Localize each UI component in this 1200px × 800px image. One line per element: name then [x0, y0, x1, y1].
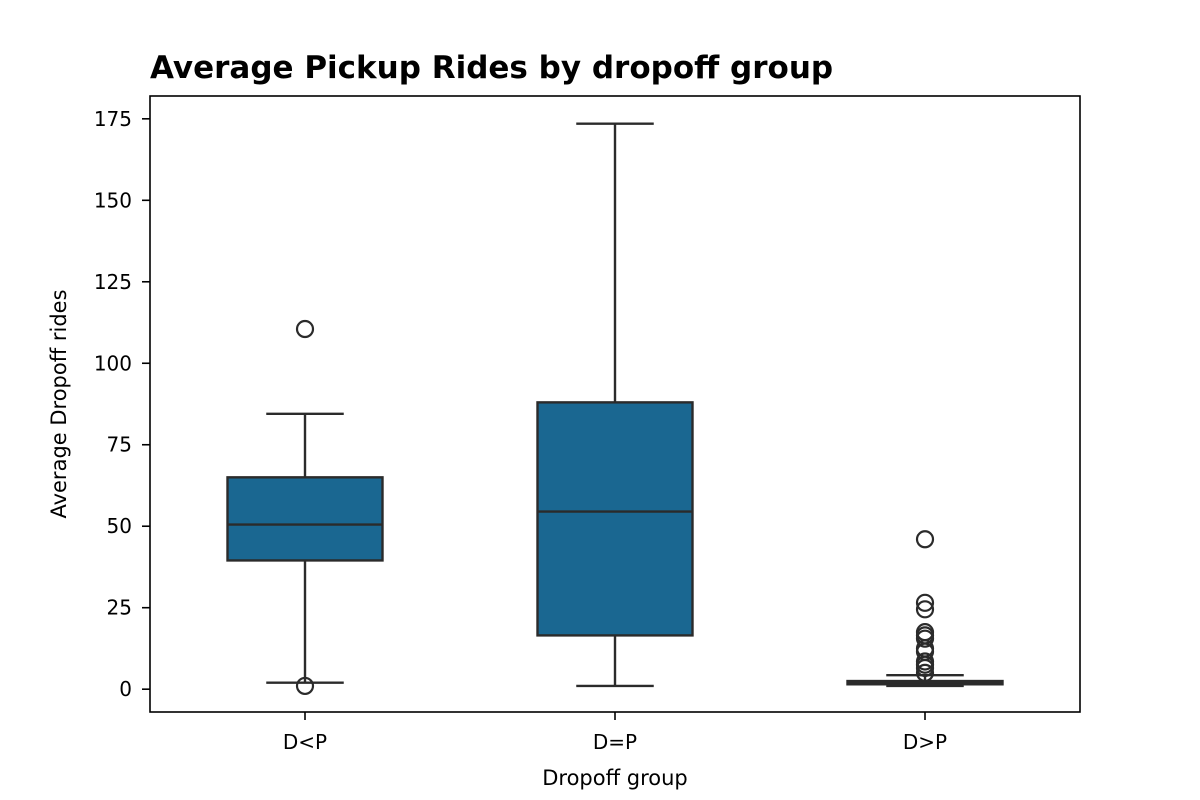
y-tick-label: 50 — [107, 514, 132, 538]
box — [536, 401, 694, 637]
box-group — [846, 530, 1004, 688]
y-axis-label: Average Dropoff rides — [47, 289, 71, 518]
box-group — [536, 122, 694, 688]
outlier-point — [915, 593, 935, 612]
y-tick-label: 175 — [94, 107, 132, 131]
plot-area — [226, 122, 1004, 696]
outlier-point — [915, 663, 935, 682]
x-tick-label: D<P — [283, 730, 327, 754]
y-tick-label: 75 — [107, 433, 132, 457]
outlier-point — [915, 629, 935, 648]
outlier-point — [295, 319, 315, 339]
y-tick-label: 100 — [94, 351, 132, 375]
box-group — [226, 319, 384, 696]
chart-title: Average Pickup Rides by dropoff group — [150, 50, 833, 86]
y-tick-label: 25 — [107, 596, 132, 620]
box — [226, 476, 384, 562]
outlier-point — [915, 530, 935, 549]
y-tick-label: 150 — [94, 188, 132, 212]
x-axis-label: Dropoff group — [542, 766, 688, 790]
outlier-point — [295, 676, 315, 696]
outlier-point — [915, 600, 935, 619]
x-tick-label: D=P — [593, 730, 637, 754]
y-tick-label: 0 — [119, 677, 132, 701]
outlier-point — [915, 658, 935, 678]
axes: 0 25 50 75 100 125 150 175 D<P D=P D>P — [94, 107, 947, 754]
x-tick-label: D>P — [903, 730, 947, 754]
y-tick-label: 125 — [94, 270, 132, 294]
